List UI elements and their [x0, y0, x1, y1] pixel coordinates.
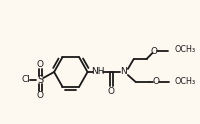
Text: N: N [121, 67, 127, 77]
Text: O: O [37, 60, 44, 69]
Text: O: O [108, 87, 115, 95]
Text: O: O [153, 78, 160, 87]
Text: O: O [151, 46, 158, 56]
Text: OCH₃: OCH₃ [174, 78, 195, 87]
Text: O: O [37, 91, 44, 100]
Text: OCH₃: OCH₃ [174, 46, 195, 55]
Text: S: S [37, 75, 43, 85]
Text: Cl: Cl [21, 76, 30, 84]
Text: NH: NH [92, 67, 105, 77]
